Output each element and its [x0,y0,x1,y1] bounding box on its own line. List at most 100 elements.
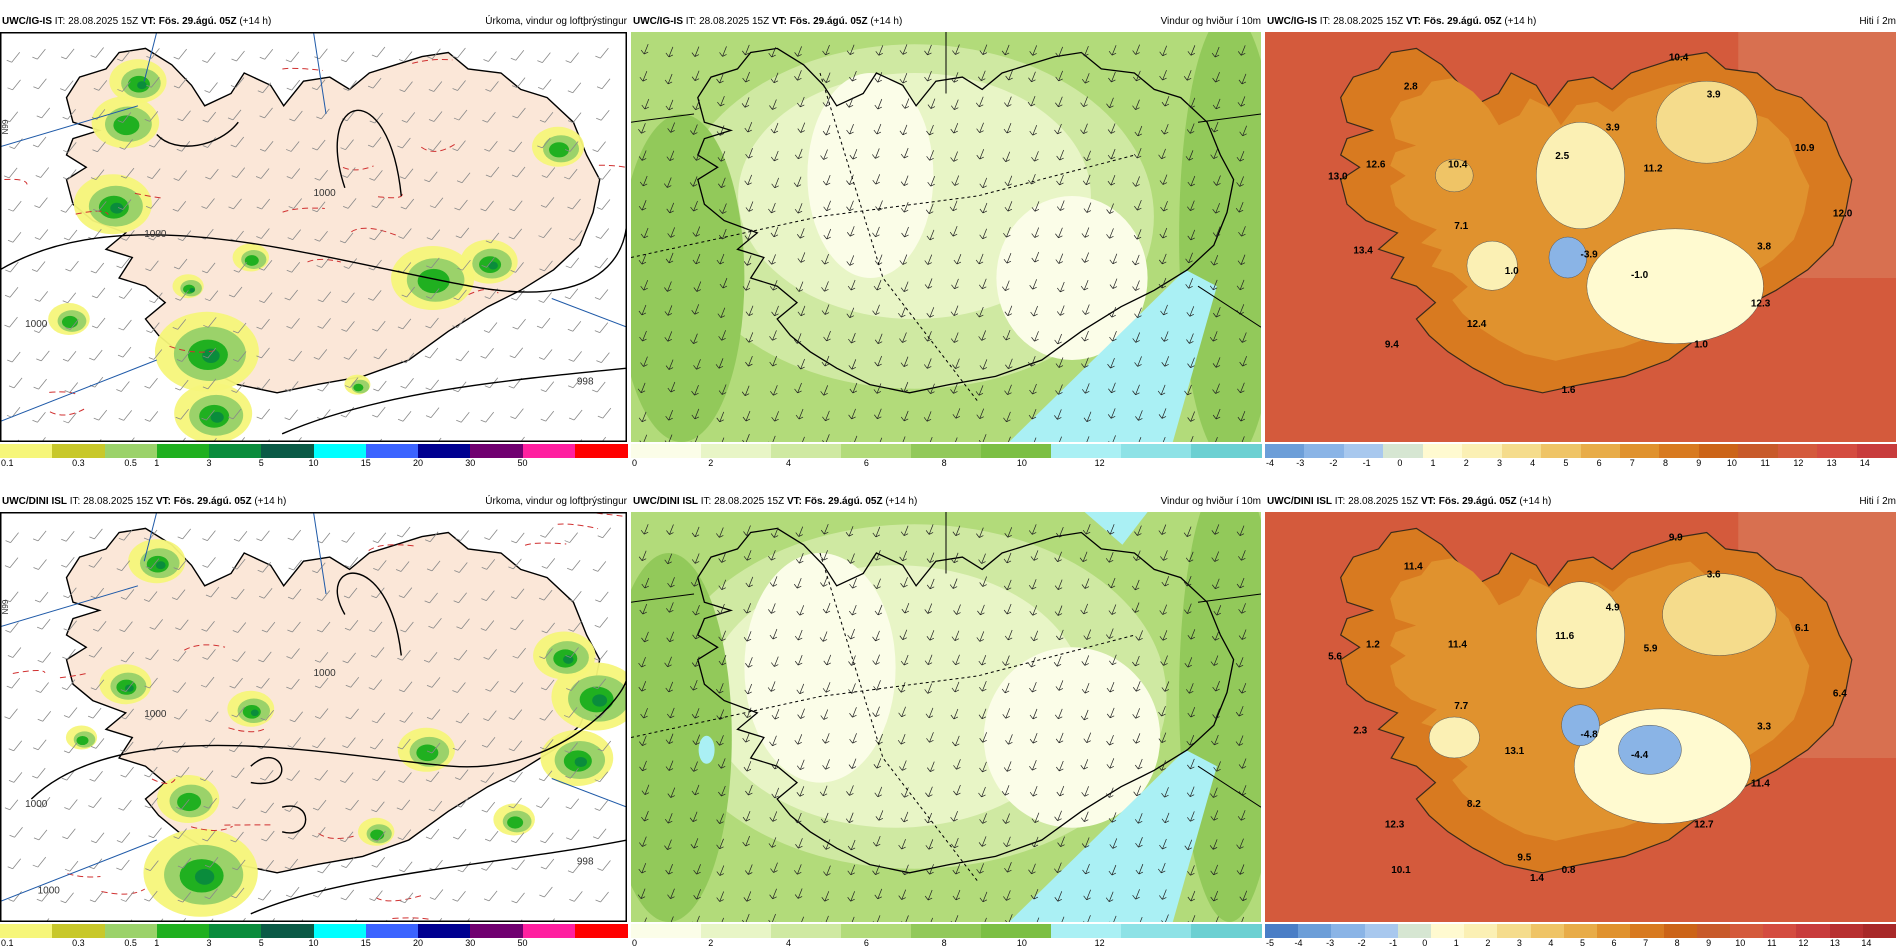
isobar-label: 998 [577,377,594,388]
temperature-label: 7.7 [1454,701,1468,712]
wind-barb [538,349,553,360]
wind-barb [120,766,134,778]
wind-barb [536,797,550,809]
wind-barb [202,830,216,842]
wind-barb [566,680,580,691]
wind-barb [231,767,245,779]
wind-arrow [716,72,724,84]
precip-core [210,411,224,423]
wind-arrow [847,279,856,291]
wind-barb [202,137,216,148]
wind-barb [231,706,245,718]
wind-barb [63,587,77,599]
wind-barb [159,918,164,922]
wind-arrow [899,124,908,136]
model-name: UWC/DINI ISL [2,496,67,507]
colorbar-swatch [209,444,262,458]
temperature-contour [598,164,627,169]
wind-arrow [1029,733,1038,744]
wind-arrow [924,331,932,342]
wind-arrow [744,121,753,133]
model-name: UWC/DINI ISL [633,496,698,507]
colorbar-tick-label: 7 [1643,938,1649,948]
wind-arrow [1161,914,1169,922]
wind-barb [3,167,18,179]
wind-arrow [741,913,750,922]
wind-barb [566,829,580,841]
wind-barb [256,378,271,390]
wind-arrow [796,228,805,239]
wind-barb [597,860,611,871]
wind-barb [538,589,553,601]
wind-barb [512,107,526,119]
precip-area [353,383,364,392]
wind-barb [89,528,103,540]
wind-arrow [797,305,806,317]
temperature-label: 1.4 [1530,873,1544,884]
wind-arrow [1001,682,1010,694]
wind-arrow [1059,436,1062,442]
colorbar-swatch [313,444,367,458]
colorbar-tick-label: 9 [1696,458,1702,468]
wind-arrow [1054,123,1062,135]
valid-time: VT: Fös. 29.ágú. 05Z [771,16,868,27]
colorbar-tick-label: 0.1 [1,458,14,468]
wind-arrow [793,578,802,589]
wind-barb [480,411,495,423]
wind-barb [539,886,553,898]
temperature-label: 10.9 [1795,143,1815,154]
wind-arrow [745,305,754,317]
wind-arrow [689,680,698,691]
wind-arrow [1209,279,1218,291]
wind-barb [597,740,612,752]
wind-arrow [1211,734,1219,746]
forecast-map[interactable]: 9.911.43.64.96.11.25.611.411.65.96.47.72… [1265,512,1896,922]
wind-arrow [692,734,701,745]
map-panel-wind-ig-is: UWC/IG-IS IT: 28.08.2025 15Z VT: Fös. 29… [631,12,1265,470]
wind-arrow [984,917,987,922]
colorbar-swatch [1777,444,1818,458]
wind-barb [175,766,190,778]
wind-arrow [1002,708,1011,719]
wind-arrow [950,811,958,822]
wind-arrow [1081,578,1090,589]
wind-arrow [1054,409,1062,420]
forecast-map[interactable]: 10.42.83.93.910.912.613.010.42.511.212.0… [1265,32,1896,442]
wind-arrow [1157,384,1166,396]
wind-arrow [771,177,780,189]
wind-barb [90,262,105,274]
wind-arrow [1107,408,1116,419]
wind-arrow [1210,787,1218,798]
wind-barb [286,648,300,659]
wind-arrow [1029,605,1038,616]
wind-arrow [664,331,673,342]
wind-barb [145,709,159,721]
wind-barb [177,110,191,122]
wind-arrow [1211,578,1220,590]
wind-barb [117,81,131,92]
wind-arrow [667,227,675,238]
forecast-map[interactable] [631,32,1261,442]
wind-arrow [637,382,646,394]
forecast-map[interactable] [631,512,1261,922]
colorbar-tick-label: 4 [786,458,792,468]
wind-barb [483,51,497,62]
wind-barb [4,111,19,123]
wind-barb [172,742,186,753]
wind-arrow [664,305,673,316]
temperature-label: 1.2 [1366,639,1380,650]
wind-barb [344,377,359,388]
wind-arrow [1212,226,1221,237]
panel-run-info: UWC/IG-IS IT: 28.08.2025 15Z VT: Fös. 29… [633,12,902,32]
temperature-contour [318,833,354,839]
wind-arrow [901,915,909,922]
wind-arrow [872,630,880,642]
colorbar-swatch [1051,924,1122,938]
wind-arrow [691,304,700,315]
wind-arrow [1086,436,1090,442]
wind-barb [144,111,159,122]
wind-arrow [794,888,803,899]
wind-arrow [638,656,646,668]
